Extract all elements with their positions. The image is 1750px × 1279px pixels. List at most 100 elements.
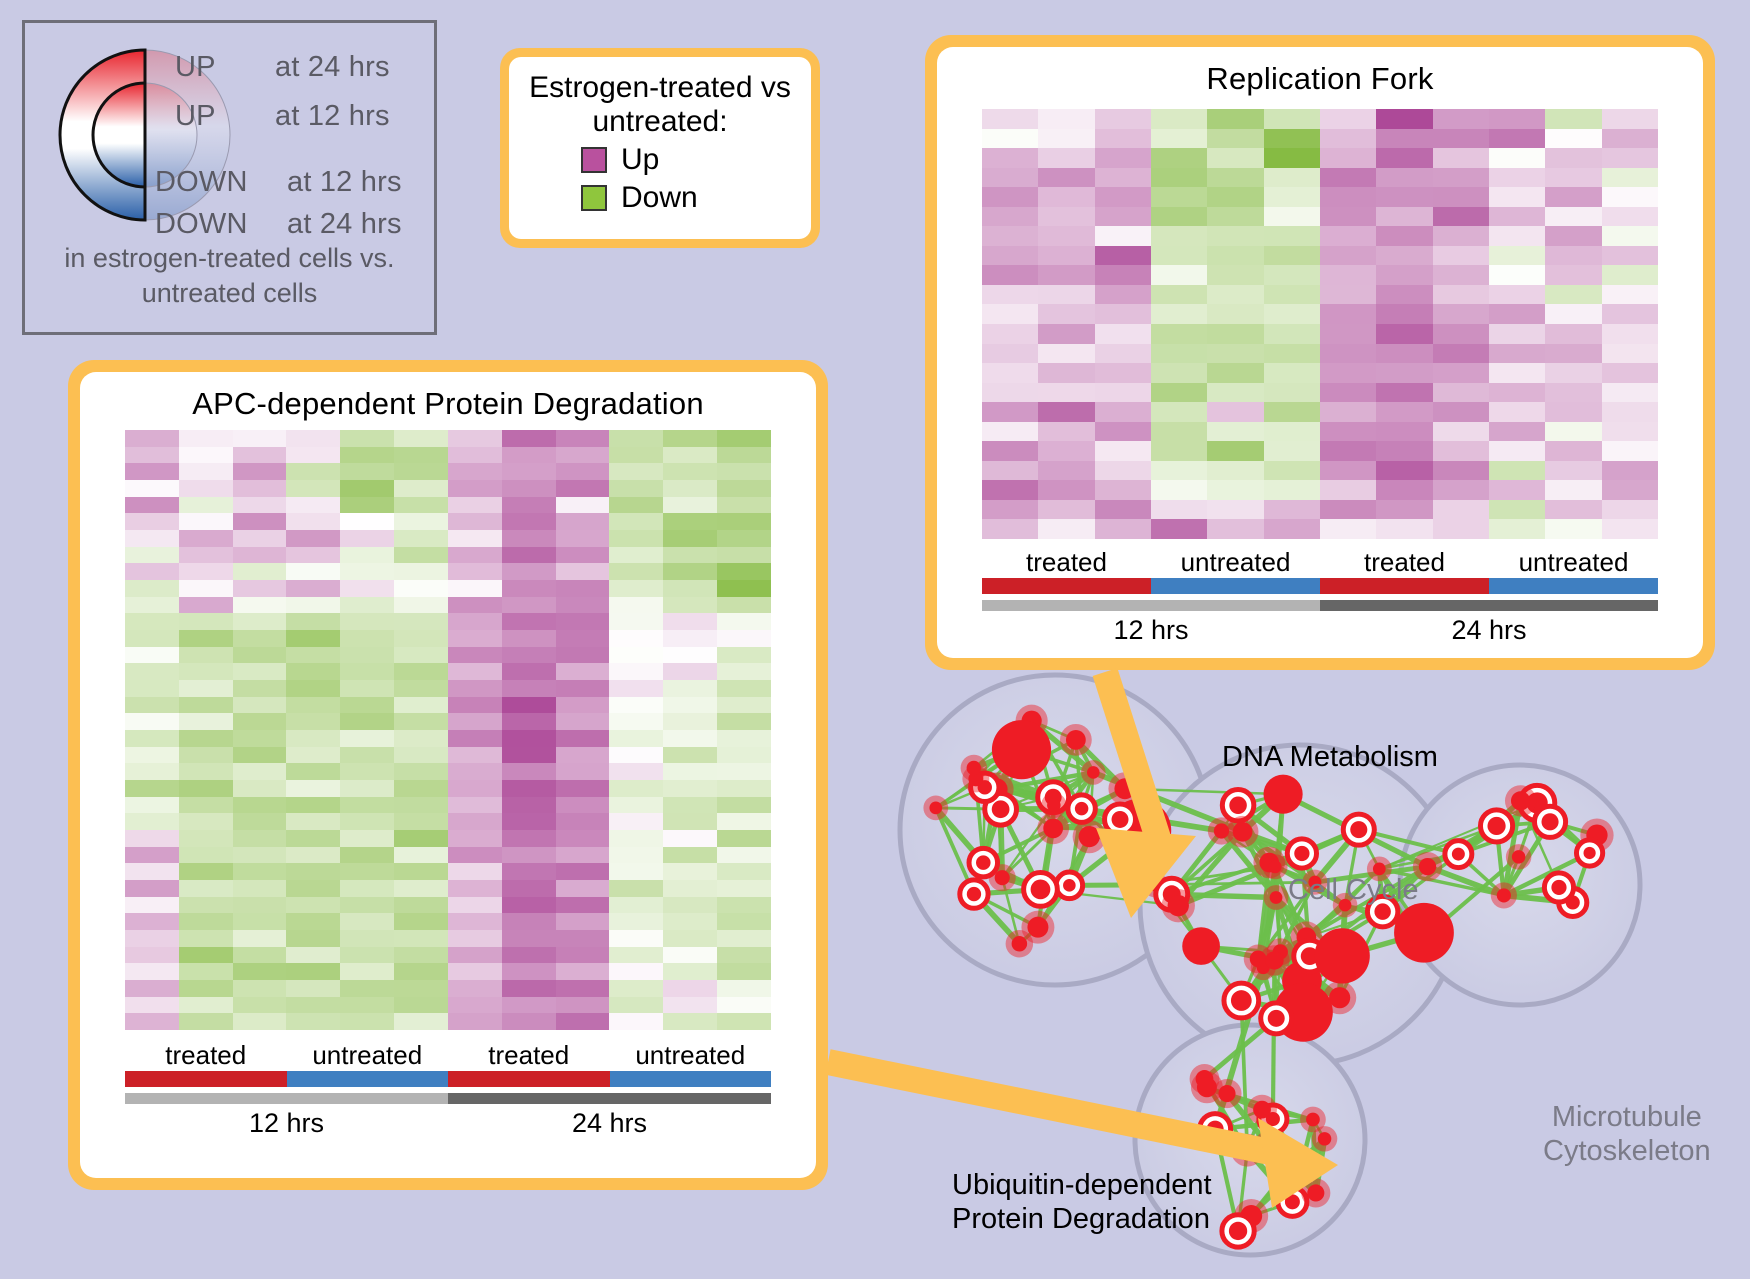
network-node[interactable] [929,801,943,815]
network-node[interactable] [1229,796,1247,815]
network-node[interactable] [1583,846,1596,860]
heatmap-cell [340,879,395,897]
network-node[interactable] [1306,1112,1320,1127]
network-node[interactable] [1182,927,1220,965]
heatmap-cell [1601,480,1658,500]
heatmap-cell [1432,343,1489,364]
network-node[interactable] [1268,860,1282,874]
network-node[interactable] [1236,1139,1258,1161]
heatmap-cell [125,629,179,647]
network-node[interactable] [1487,816,1506,836]
network-node[interactable] [1196,1077,1217,1098]
cluster-label-cell-cycle: Cell Cycle [1288,874,1419,906]
network-node[interactable] [1263,774,1303,814]
network-node[interactable] [1087,766,1100,779]
network-node[interactable] [976,855,991,870]
network-node[interactable] [1451,847,1465,861]
network-node[interactable] [1510,791,1531,811]
network-node[interactable] [1228,1221,1248,1241]
network-node[interactable] [1114,778,1136,800]
heatmap-cell [1432,128,1489,149]
heatmap-cell [555,513,610,530]
network-node[interactable] [1267,1009,1285,1027]
network-node[interactable] [1374,903,1391,920]
heatmap-cell [340,779,395,797]
network-node[interactable] [991,800,1010,819]
heatmap-cell [1319,284,1377,305]
network-node[interactable] [1277,1159,1300,1182]
heatmap-cell [1094,460,1151,481]
heatmap-cell [1488,382,1546,403]
heatmap-cell [1263,148,1320,168]
heatmap-cell [286,796,341,814]
heatmap-cell [178,746,233,764]
network-node[interactable] [966,886,982,902]
heatmap-cell [1207,402,1264,422]
heatmap-cell [1094,284,1151,305]
cluster-label-ubiquitin-protein-degradation: Ubiquitin-dependent Protein Degradation [952,1169,1212,1236]
network-node[interactable] [1063,879,1076,892]
network-node[interactable] [1232,821,1253,842]
heatmap-cell [178,863,233,880]
network-node[interactable] [1043,818,1064,839]
network-node[interactable] [1350,821,1368,839]
network-node[interactable] [1511,850,1526,864]
network-node[interactable] [1284,1194,1300,1210]
network-node[interactable] [968,771,984,787]
network-node[interactable] [1394,902,1454,963]
network-node[interactable] [1329,987,1351,1009]
network-node[interactable] [1551,879,1567,896]
network-node[interactable] [1308,875,1322,889]
network-node[interactable] [1206,1120,1224,1138]
network-node[interactable] [1047,798,1061,813]
network-node[interactable] [1317,1132,1332,1146]
network-node[interactable] [1496,888,1511,903]
network-node[interactable] [1260,1136,1277,1153]
network-node[interactable] [1372,862,1386,876]
network-node[interactable] [1541,813,1559,831]
heatmap-cell [501,896,556,914]
heatmap-cell [663,779,718,797]
network-node[interactable] [1074,801,1089,816]
network-node[interactable] [1213,823,1230,839]
heatmap-cell [555,663,610,680]
network-node[interactable] [1011,935,1028,952]
network-node[interactable] [1111,810,1129,828]
network-node[interactable] [1294,845,1310,862]
heatmap-cell [394,463,448,480]
network-node[interactable] [966,760,982,776]
heatmap-cell [1601,363,1658,383]
network-node[interactable] [1307,1184,1325,1202]
heatmap-cell [982,499,1039,520]
network-node[interactable] [1314,928,1370,984]
network-node[interactable] [1027,916,1049,938]
network-node[interactable] [1230,990,1252,1011]
heatmap-cell [663,679,718,697]
heatmap-cell [555,979,610,997]
network-node[interactable] [1265,951,1284,970]
heatmap-cell [447,896,502,914]
network-node[interactable] [994,870,1010,886]
heatmap-cell [663,946,718,964]
network-node[interactable] [1418,857,1437,876]
network-node[interactable] [1253,1100,1271,1119]
heatmap-cell [1376,245,1433,266]
heatmap-cell [1150,382,1208,403]
network-node[interactable] [1065,729,1086,750]
heatmap-cell [286,563,341,580]
network-node[interactable] [1269,891,1283,904]
heatmap-cell [286,913,341,930]
heatmap-cell [663,629,718,647]
network-node[interactable] [1300,947,1319,966]
network-node[interactable] [1030,879,1051,900]
heatmap-cell [1376,109,1433,129]
network-node[interactable] [1078,825,1100,848]
heatmap-cell [1150,245,1208,266]
heatmap-cell [1545,226,1602,246]
network-node[interactable] [1338,898,1352,912]
network-node[interactable] [1249,950,1267,968]
network-node[interactable] [991,720,1052,780]
heatmap-cell [663,513,718,530]
heatmap-cell [1150,304,1208,324]
network-node[interactable] [1167,894,1189,917]
